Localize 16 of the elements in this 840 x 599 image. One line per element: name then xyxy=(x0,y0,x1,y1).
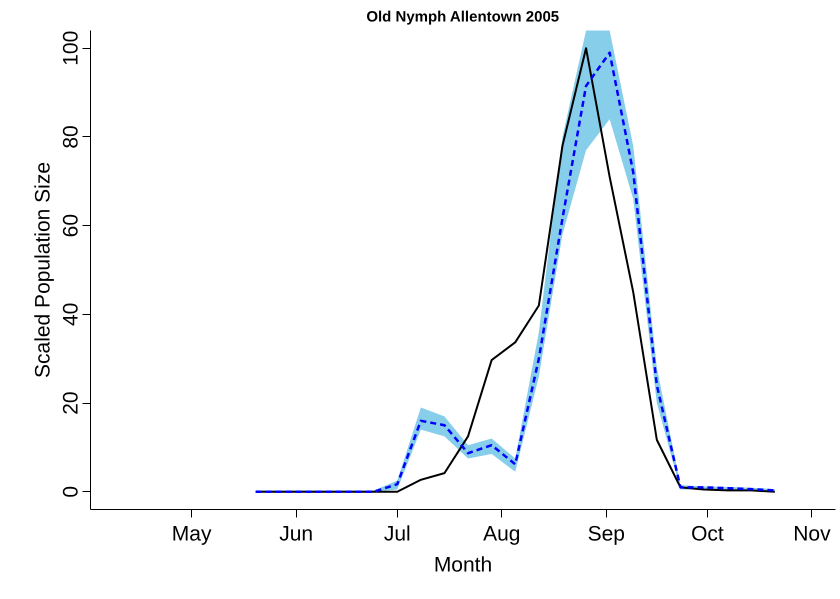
x-tick-label: Oct xyxy=(691,522,724,546)
y-tick-label: 20 xyxy=(60,391,82,415)
y-axis-title: Scaled Population Size xyxy=(32,162,54,378)
y-tick-label: 0 xyxy=(60,486,82,498)
x-axis-title: Month xyxy=(434,554,492,576)
x-tick-label: Sep xyxy=(588,522,625,546)
x-tick-label: Jul xyxy=(384,522,411,546)
chart-title: Old Nymph Allentown 2005 xyxy=(366,8,560,26)
x-tick-label: Aug xyxy=(483,522,520,546)
y-tick-label: 100 xyxy=(60,30,82,66)
x-tick-label: May xyxy=(172,522,212,546)
x-tick-label: Nov xyxy=(793,522,832,546)
x-tick-label: Jun xyxy=(279,522,314,546)
y-tick-label: 60 xyxy=(60,214,82,238)
y-tick-label: 80 xyxy=(60,125,82,149)
y-tick-label: 40 xyxy=(60,302,82,326)
